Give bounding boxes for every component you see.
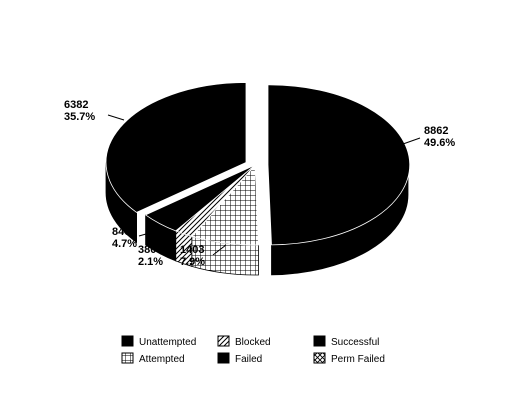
data-label-value: 380 — [138, 244, 156, 256]
data-label-percent: 35.7% — [64, 111, 95, 123]
legend-swatch — [217, 335, 230, 347]
legend-swatch — [121, 352, 134, 364]
data-label-percent: 7.9% — [180, 256, 205, 268]
legend-label: Attempted — [139, 354, 185, 365]
data-label-value: 840 — [112, 226, 130, 238]
legend-swatch — [313, 335, 326, 347]
legend-label: Successful — [331, 337, 379, 348]
data-label-value: 1403 — [180, 244, 204, 256]
data-label-percent: 49.6% — [424, 137, 455, 149]
legend-label: Blocked — [235, 337, 271, 348]
leader-line — [138, 229, 161, 237]
pie-slices — [105, 82, 411, 276]
data-label-percent: 4.7% — [112, 238, 137, 250]
legend-label: Unattempted — [139, 337, 196, 348]
pie-slice-unattempted — [105, 82, 247, 213]
legend-label: Failed — [235, 354, 262, 365]
legend: Unattempted Blocked Successful Attempted Fai… — [121, 335, 385, 365]
pie-slice-failed — [144, 164, 256, 232]
legend-swatch — [121, 335, 134, 347]
pie-slice-successful — [267, 84, 411, 246]
legend-label: Perm Failed — [331, 354, 385, 365]
leader-line — [402, 137, 421, 145]
legend-swatch — [313, 352, 326, 364]
leader-line — [159, 239, 177, 255]
data-label-percent: 2.1% — [138, 256, 163, 268]
data-label-value: 6382 — [64, 99, 88, 111]
leader-line — [212, 244, 227, 256]
data-label-value: 8862 — [424, 125, 448, 137]
leader-line — [107, 114, 125, 121]
legend-swatch — [217, 352, 230, 364]
